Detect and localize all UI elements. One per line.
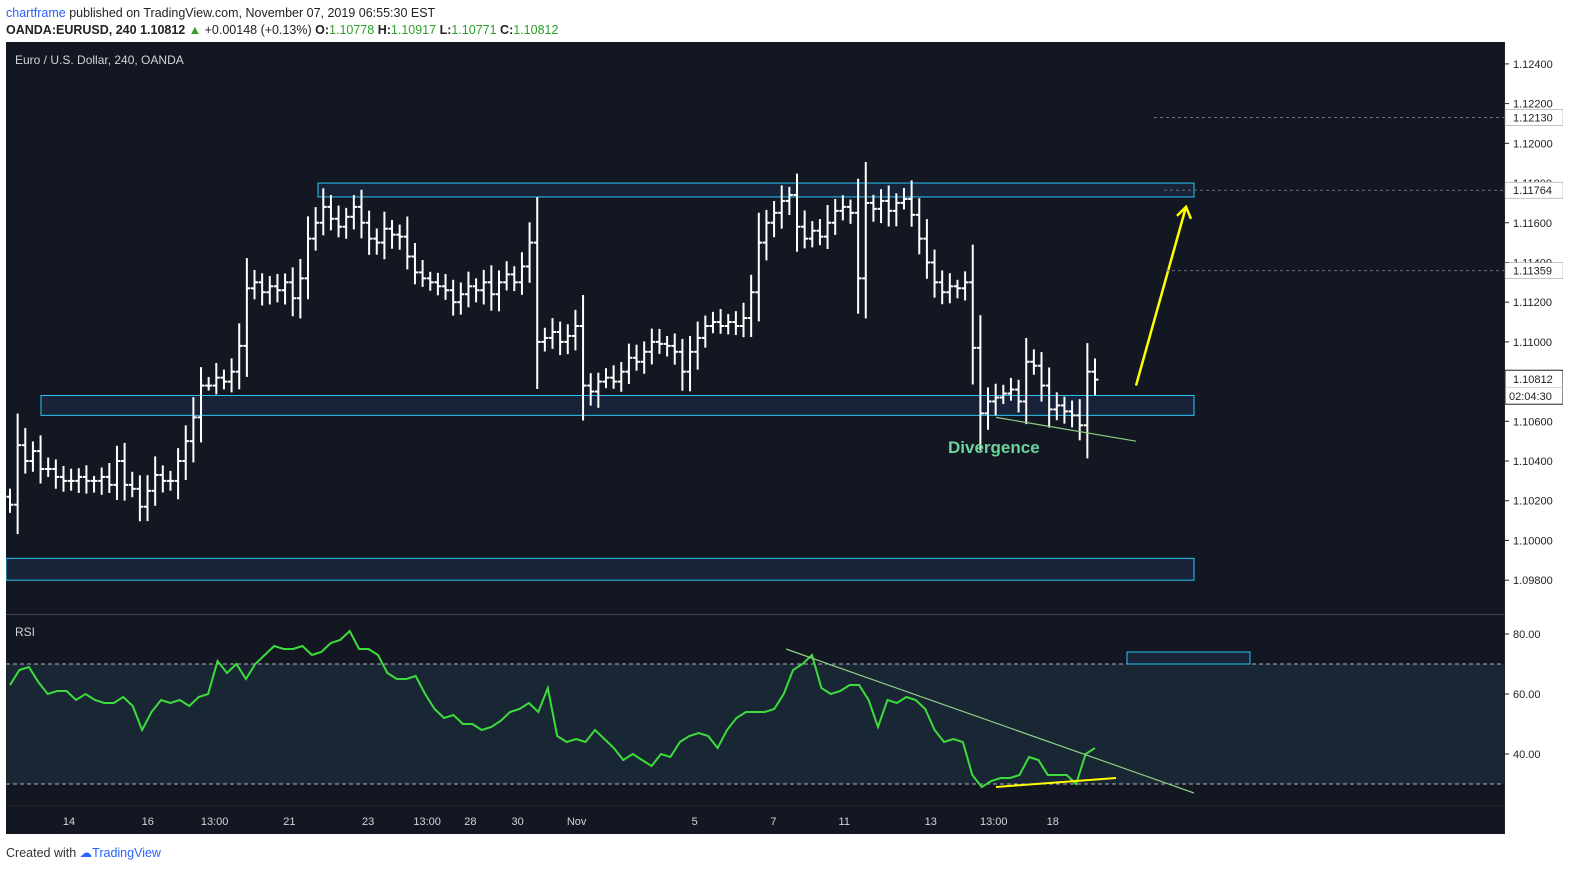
price-pane-background: [6, 42, 1504, 614]
candle-series: [6, 161, 1099, 535]
time-tick-label: 21: [283, 816, 295, 828]
rsi-band-fill: [6, 664, 1504, 784]
price-tick-label: 1.10200: [1513, 496, 1553, 508]
time-tick-label: 13:00: [413, 816, 441, 828]
price-tick-label: 1.11200: [1513, 297, 1552, 309]
countdown-text: 02:04:30: [1509, 391, 1552, 403]
price-zone-lower[interactable]: [5, 557, 1195, 581]
close-value: 1.10812: [513, 23, 559, 37]
publish-line: chartframe published on TradingView.com,…: [6, 6, 435, 20]
rsi-axis-labels: 80.00 60.00 40.00: [1504, 629, 1541, 761]
last-price-text: 1.10812: [1513, 374, 1553, 386]
time-tick-label: 5: [692, 816, 698, 828]
tradingview-logo-icon[interactable]: ☁: [79, 846, 93, 860]
price-tick-label: 1.12200: [1513, 99, 1553, 111]
time-axis-background: [6, 805, 1504, 834]
high-value: 1.10917: [390, 23, 437, 37]
price-tick-label: 1.12400: [1513, 59, 1553, 71]
ohlc-line: OANDA:EURUSD, 240 1.10812 ▲ +0.00148 (+0…: [6, 23, 558, 37]
price-tick-label: 1.10000: [1513, 535, 1553, 547]
low-value: 1.10771: [451, 23, 497, 37]
price-tick-label: 1.12000: [1513, 138, 1553, 150]
chart-svg[interactable]: Euro / U.S. Dollar, 240, OANDA RSI Diver…: [5, 42, 1564, 834]
tradingview-brand[interactable]: TradingView: [92, 846, 161, 860]
level-lines: [1154, 117, 1504, 272]
price-tick-label: 1.10400: [1513, 456, 1553, 468]
time-tick-label: 14: [63, 816, 75, 828]
price-tick-label: 1.11600: [1513, 218, 1552, 230]
time-tick-label: 30: [511, 816, 523, 828]
chart-title: Euro / U.S. Dollar, 240, OANDA: [15, 53, 184, 67]
rsi-tick-label: 60.00: [1513, 689, 1541, 701]
chart-header: chartframe published on TradingView.com,…: [6, 4, 1576, 40]
level-badges: 1.12130 1.11764 1.11359: [1504, 109, 1564, 279]
price-zone-support[interactable]: [40, 395, 1195, 416]
bullish-arrow[interactable]: [1134, 206, 1188, 386]
created-with-text: Created with: [6, 846, 77, 860]
price-level-badge-text: 1.11764: [1513, 185, 1552, 197]
price-change: +0.00148 (+0.13%): [204, 23, 312, 37]
author-link[interactable]: chartframe: [6, 6, 66, 20]
divergence-label: Divergence: [948, 438, 1040, 457]
price-tick-label: 1.11000: [1513, 337, 1552, 349]
time-tick-label: 28: [464, 816, 476, 828]
time-tick-label: 13:00: [980, 816, 1008, 828]
time-tick-label: 13:00: [201, 816, 229, 828]
high-label: H:: [377, 23, 391, 37]
rsi-title: RSI: [15, 625, 35, 639]
price-tick-label: 1.09800: [1513, 575, 1553, 587]
price-level-badge-text: 1.12130: [1513, 113, 1553, 125]
time-tick-label: 18: [1047, 816, 1059, 828]
price-tick-label: 1.10600: [1513, 416, 1553, 428]
last-price: 1.10812: [140, 23, 186, 37]
symbol-label: OANDA:EURUSD, 240: [6, 23, 137, 37]
rsi-target-zone[interactable]: [1126, 651, 1251, 665]
rsi-down-trendline[interactable]: [785, 648, 1195, 794]
time-tick-label: 13: [925, 816, 937, 828]
price-axis-background: [1504, 42, 1563, 834]
chart-container[interactable]: Euro / U.S. Dollar, 240, OANDA RSI Diver…: [5, 42, 1564, 834]
time-tick-label: 11: [839, 816, 850, 828]
divergence-trendline[interactable]: [995, 416, 1137, 442]
arrow-head-icon: [1176, 204, 1193, 220]
rsi-tick-label: 40.00: [1513, 749, 1541, 761]
footer: Created with ☁TradingView: [6, 845, 161, 860]
time-tick-label: 16: [142, 816, 154, 828]
rsi-tick-label: 80.00: [1513, 629, 1541, 641]
low-label: L:: [439, 23, 452, 37]
rsi-line: [9, 629, 1096, 789]
last-price-badge: 1.10812 02:04:30: [1504, 369, 1564, 405]
time-tick-label: 23: [362, 816, 374, 828]
open-label: O:: [315, 23, 330, 37]
rsi-support-trendline[interactable]: [995, 777, 1117, 788]
published-text: published on TradingView.com, November 0…: [65, 6, 436, 20]
open-value: 1.10778: [329, 23, 375, 37]
close-label: C:: [500, 23, 514, 37]
change-up-icon: ▲: [188, 23, 202, 37]
price-zone-resistance[interactable]: [317, 182, 1195, 198]
time-axis-labels: 14 16 13:00 21 23 13:00 28 30 Nov 5 7 11 13 13:00 18: [63, 816, 1059, 828]
price-level-badge-text: 1.11359: [1513, 266, 1552, 278]
time-tick-label: Nov: [567, 816, 587, 828]
rsi-band: [6, 663, 1504, 785]
time-tick-label: 7: [770, 816, 776, 828]
